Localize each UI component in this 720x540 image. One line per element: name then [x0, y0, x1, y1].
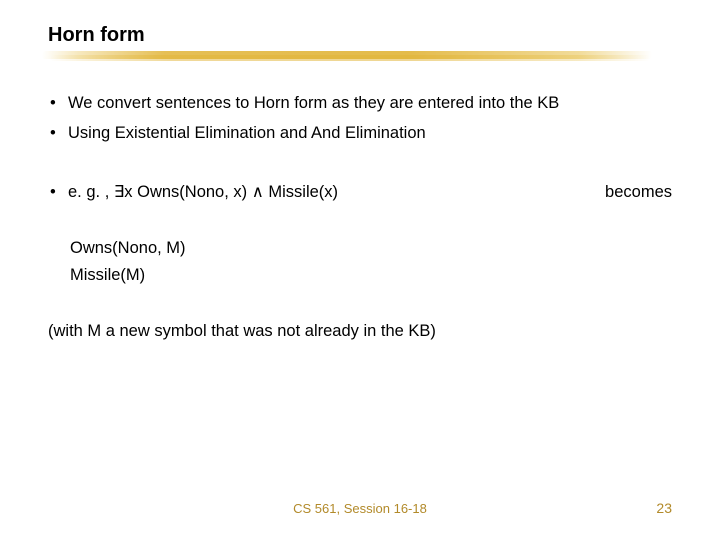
- bullet-item-example: • e. g. , ∃x Owns(Nono, x) ∧ Missile(x) …: [48, 180, 672, 206]
- title-underline: [42, 51, 672, 63]
- slide-title: Horn form: [48, 24, 672, 47]
- bullet-icon: •: [48, 91, 68, 117]
- example-text: e. g. , ∃x Owns(Nono, x) ∧ Missile(x): [68, 180, 495, 206]
- note-text: (with M a new symbol that was not alread…: [48, 319, 672, 345]
- example-prefix: e. g. ,: [68, 183, 114, 201]
- bullet-text: Using Existential Elimination and And El…: [68, 121, 672, 147]
- brush-stroke-icon: [50, 55, 650, 61]
- bullet-item: • Using Existential Elimination and And …: [48, 121, 672, 147]
- example-formula: ∃x Owns(Nono, x) ∧ Missile(x): [114, 183, 338, 201]
- derived-block: Owns(Nono, M) Missile(M): [48, 236, 672, 289]
- page-number: 23: [656, 500, 672, 516]
- bullet-icon: •: [48, 121, 68, 147]
- footer-text: CS 561, Session 16-18: [0, 501, 720, 516]
- derived-line: Owns(Nono, M): [70, 236, 672, 262]
- bullet-icon: •: [48, 180, 68, 206]
- example-becomes: becomes: [495, 180, 672, 206]
- content-area: • We convert sentences to Horn form as t…: [48, 91, 672, 344]
- slide: Horn form • We convert sentences to Horn…: [0, 0, 720, 540]
- spacer: [48, 150, 672, 180]
- bullet-text: We convert sentences to Horn form as the…: [68, 91, 672, 117]
- bullet-item: • We convert sentences to Horn form as t…: [48, 91, 672, 117]
- derived-line: Missile(M): [70, 263, 672, 289]
